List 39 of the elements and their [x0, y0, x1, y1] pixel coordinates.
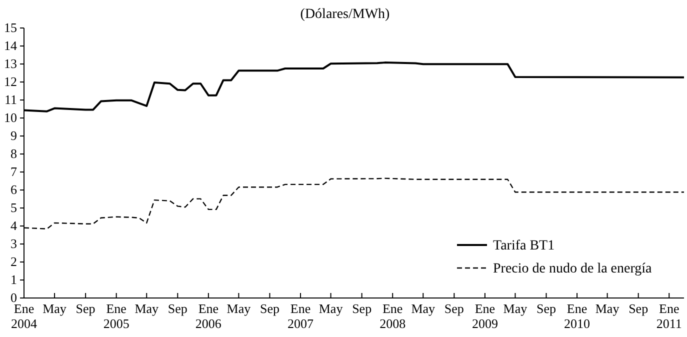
x-tick-label: Ene 2006: [195, 301, 222, 331]
y-tick-label: 7: [10, 164, 18, 180]
x-tick-label: Sep: [260, 301, 280, 316]
y-tick-label: 3: [10, 236, 17, 252]
legend-label: Tarifa BT1: [493, 238, 555, 254]
y-tick-label: 11: [4, 92, 17, 108]
y-tick-label: 10: [4, 110, 17, 126]
y-tick-label: 4: [10, 218, 18, 234]
y-tick-label: 5: [10, 200, 17, 216]
x-tick-label: May: [226, 301, 252, 316]
y-tick-label: 6: [10, 182, 18, 198]
x-tick-label: May: [134, 301, 160, 316]
x-tick-label: Sep: [628, 301, 648, 316]
x-tick-label: Ene 2005: [103, 301, 130, 331]
x-tick-label: Ene 2008: [380, 301, 406, 331]
y-tick-label: 8: [10, 146, 17, 162]
x-tick-label: May: [42, 301, 67, 316]
x-tick-label: Ene 2007: [288, 301, 314, 331]
y-tick-label: 1: [10, 272, 17, 288]
x-tick-label: Ene 2010: [564, 301, 590, 331]
y-tick-label: 13: [4, 56, 17, 72]
y-tick-label: 9: [10, 128, 17, 144]
y-tick-label: 12: [4, 74, 17, 90]
x-tick-label: Sep: [168, 301, 188, 316]
x-tick-label: May: [318, 301, 344, 316]
x-tick-label: May: [595, 301, 620, 316]
legend-label: Precio de nudo de la energía: [493, 262, 653, 276]
x-tick-label: Sep: [76, 301, 96, 316]
x-tick-label: Ene 2011: [656, 301, 682, 331]
x-tick-label: Sep: [352, 301, 372, 316]
y-tick-label: 14: [4, 38, 18, 54]
chart-title: (Dólares/MWh): [300, 7, 390, 22]
x-tick-label: Sep: [444, 301, 464, 316]
y-tick-label: 15: [4, 20, 17, 36]
y-tick-label: 2: [10, 254, 17, 270]
x-tick-label: Sep: [536, 301, 556, 316]
x-tick-label: May: [411, 301, 436, 316]
x-tick-label: May: [503, 301, 528, 316]
x-tick-label: Ene 2009: [472, 301, 498, 331]
